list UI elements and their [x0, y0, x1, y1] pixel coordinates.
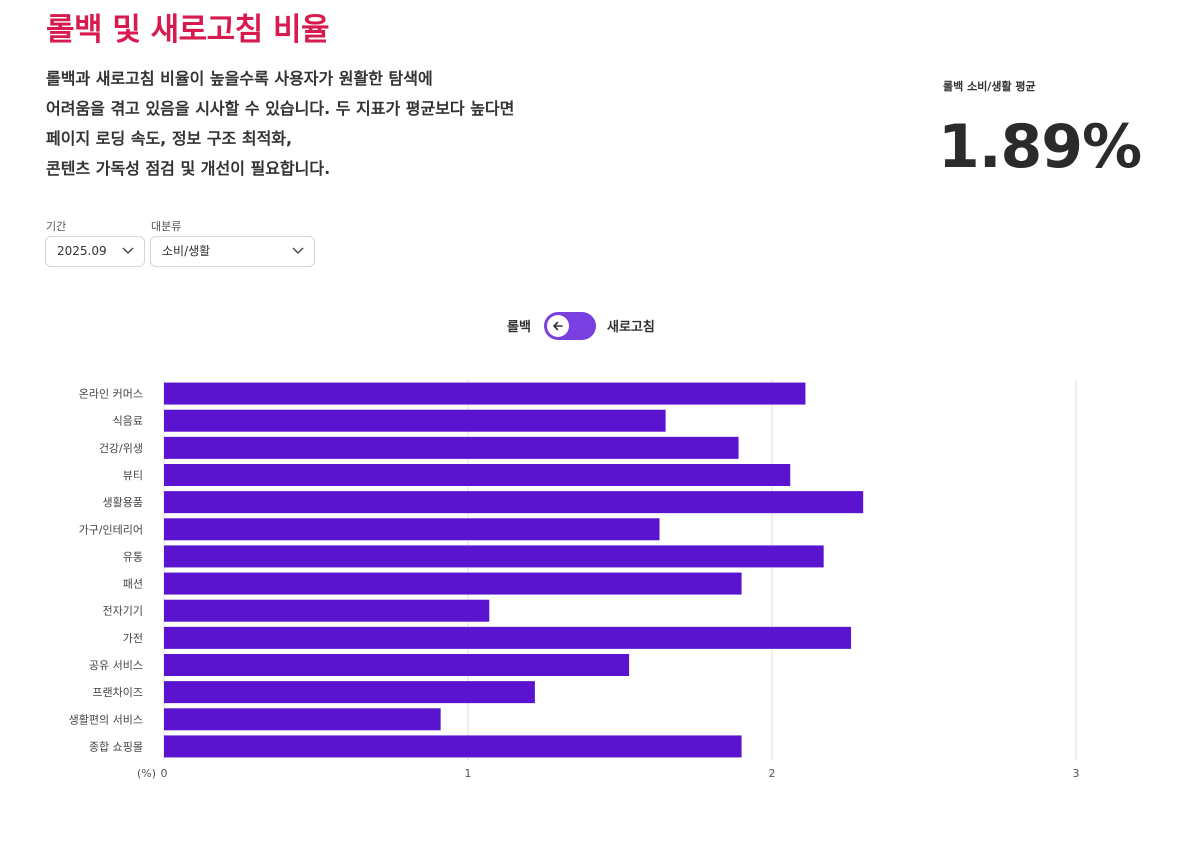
category-label: 유통	[123, 550, 143, 563]
kpi-label: 롤백 소비/생활 평균	[943, 80, 1036, 93]
category-label: 가전	[123, 632, 143, 645]
description-line: 페이지 로딩 속도, 정보 구조 최적화,	[46, 129, 293, 148]
toggle-label-rollback[interactable]: 롤백	[507, 320, 531, 335]
category-select[interactable]: 소비/생활	[150, 236, 315, 267]
tick-label: 0	[161, 767, 168, 780]
bar	[164, 708, 441, 731]
bar	[164, 599, 490, 622]
arrow-left-icon	[553, 321, 563, 331]
description-line: 어려움을 겪고 있음을 시사할 수 있습니다. 두 지표가 평균보다 높다면	[46, 99, 515, 118]
category-label: 패션	[123, 578, 143, 591]
category-label: 가구/인테리어	[79, 523, 143, 536]
category-label: 종합 쇼핑몰	[89, 740, 143, 753]
category-label: 공유 서비스	[89, 659, 143, 672]
category-label: 전자기기	[103, 605, 143, 618]
period-filter-label: 기간	[46, 220, 67, 233]
category-filter-label: 대분류	[151, 220, 182, 233]
bar	[164, 735, 742, 758]
page-description: 롤백과 새로고침 비율이 높을수록 사용자가 원활한 탐색에 어려움을 겪고 있…	[46, 64, 566, 184]
category-label: 생활용품	[103, 495, 143, 509]
tick-label: 2	[769, 767, 776, 780]
category-label: 생활편의 서비스	[69, 712, 143, 726]
description-line: 콘텐츠 가독성 점검 및 개선이 필요합니다.	[46, 159, 331, 178]
category-select-value: 소비/생활	[162, 244, 211, 258]
bar	[164, 464, 791, 486]
bar	[164, 382, 806, 405]
toggle-label-refresh[interactable]: 새로고침	[607, 320, 655, 335]
axis-unit-label: (%)	[137, 767, 156, 780]
category-label: 온라인 커머스	[79, 388, 143, 401]
bar	[164, 491, 864, 514]
bar	[164, 518, 660, 541]
page-title: 롤백 및 새로고침 비율	[46, 12, 330, 48]
chevron-down-icon	[122, 247, 134, 254]
period-select[interactable]: 2025.09	[45, 236, 145, 267]
category-label: 식음료	[113, 415, 143, 428]
bar	[164, 626, 852, 649]
chevron-down-icon	[292, 247, 304, 254]
tick-label: 1	[465, 767, 472, 780]
category-label: 뷰티	[123, 469, 143, 482]
description-line: 롤백과 새로고침 비율이 높을수록 사용자가 원활한 탐색에	[46, 69, 433, 88]
bar	[164, 572, 742, 595]
toggle-knob	[547, 315, 569, 337]
period-select-value: 2025.09	[57, 244, 107, 258]
kpi-value: 1.89%	[938, 112, 1142, 182]
bar	[164, 545, 824, 568]
bar	[164, 681, 535, 704]
metric-toggle-switch[interactable]	[544, 312, 596, 340]
bar	[164, 409, 666, 432]
bar	[164, 436, 739, 459]
category-label: 프랜차이즈	[92, 686, 143, 699]
bar	[164, 654, 630, 676]
tick-label: 3	[1073, 767, 1080, 780]
category-label: 건강/위생	[99, 442, 143, 455]
bar-chart: 온라인 커머스식음료건강/위생뷰티생활용품가구/인테리어유통패션전자기기가전공유…	[69, 380, 1080, 780]
